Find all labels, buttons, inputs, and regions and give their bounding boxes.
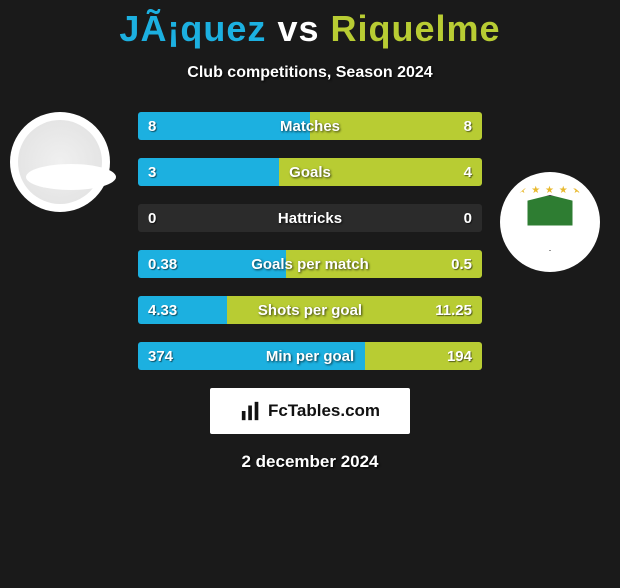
club-crest-icon: ★ ★ ★ ★ ★ ★ (508, 180, 592, 264)
subtitle: Club competitions, Season 2024 (0, 64, 620, 82)
stat-label: Goals (138, 158, 482, 186)
content: ★ ★ ★ ★ ★ ★ 88Matches 34Goals 00Hattricks 0… (0, 112, 620, 472)
fctables-logo[interactable]: FcTables.com (210, 388, 410, 434)
stat-label: Matches (138, 112, 482, 140)
stat-row: 0.380.5Goals per match (138, 250, 482, 278)
player2-club-avatar: ★ ★ ★ ★ ★ ★ (500, 172, 600, 272)
logo-text: FcTables.com (268, 401, 380, 421)
comparison-title: JÃ¡quez vs Riquelme (0, 8, 620, 50)
stat-bars: 88Matches 34Goals 00Hattricks 0.380.5Goals … (138, 112, 482, 370)
player2-name: Riquelme (331, 8, 501, 49)
stat-label: Hattricks (138, 204, 482, 232)
chart-bars-icon (240, 400, 262, 422)
stat-label: Shots per goal (138, 296, 482, 324)
stat-label: Min per goal (138, 342, 482, 370)
stat-row: 4.3311.25Shots per goal (138, 296, 482, 324)
vs-text: vs (277, 8, 319, 49)
date-text: 2 december 2024 (0, 452, 620, 472)
player1-silhouette-icon (18, 120, 102, 204)
player1-club-logo (26, 164, 116, 190)
player1-avatar (10, 112, 110, 212)
stat-row: 00Hattricks (138, 204, 482, 232)
stat-row: 34Goals (138, 158, 482, 186)
stat-row: 374194Min per goal (138, 342, 482, 370)
player1-name: JÃ¡quez (119, 8, 266, 49)
stat-label: Goals per match (138, 250, 482, 278)
stat-row: 88Matches (138, 112, 482, 140)
